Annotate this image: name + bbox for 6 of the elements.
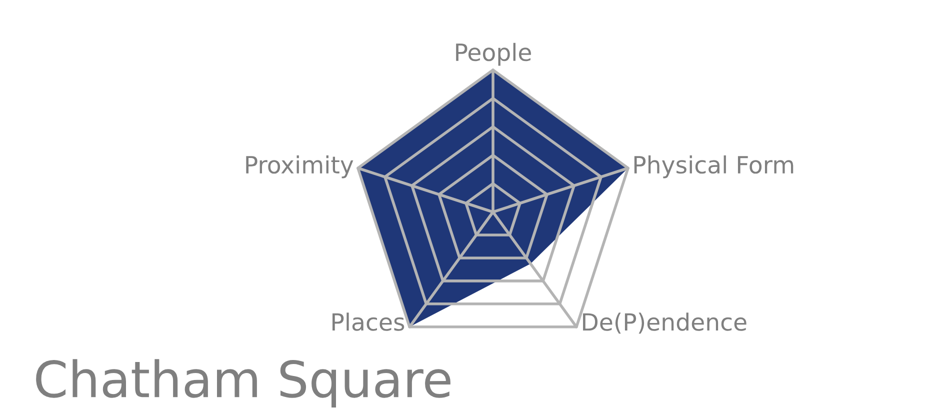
text: Chatham Square bbox=[36, 359, 450, 408]
spoke-label: Physical Form bbox=[634, 155, 794, 178]
spoke-label: People bbox=[456, 42, 531, 66]
spoke-label: Places bbox=[332, 312, 404, 331]
spoke-label: Proximity bbox=[246, 155, 354, 178]
spoke-label: De(P)endence bbox=[583, 312, 746, 334]
